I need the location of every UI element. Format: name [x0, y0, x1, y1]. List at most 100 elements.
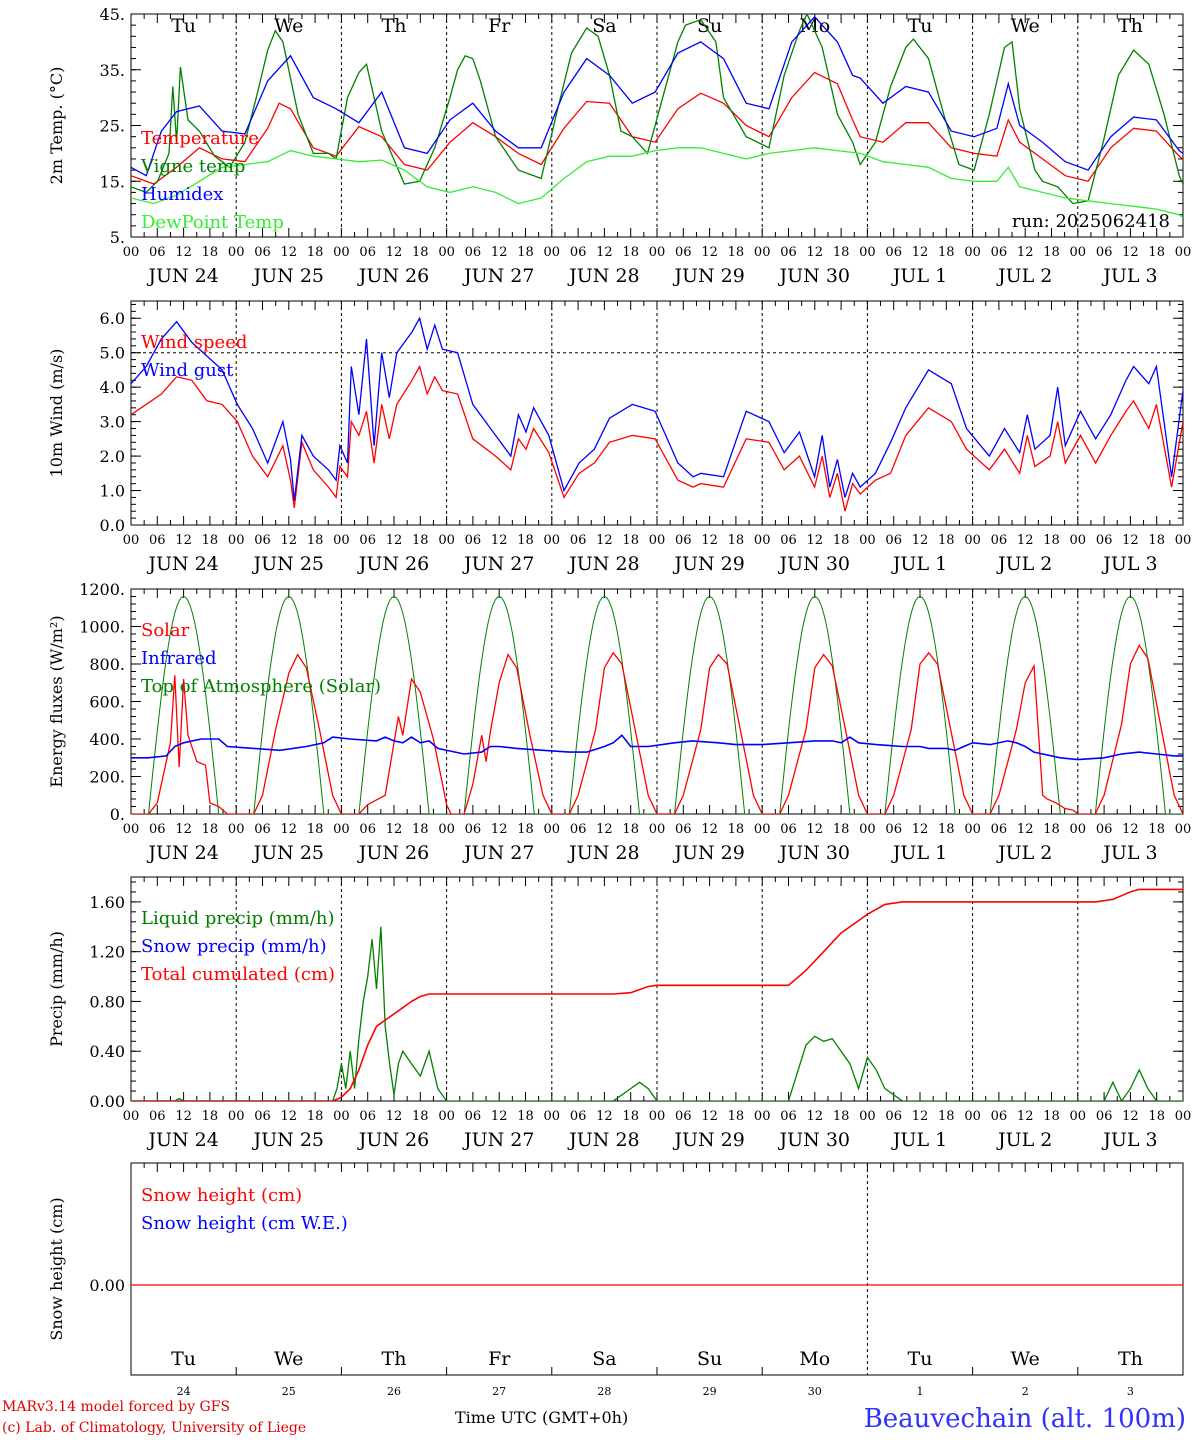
- hour-label: 06: [1096, 245, 1113, 260]
- date-label: JUN 28: [567, 1129, 639, 1151]
- panel-frame: [130, 588, 1184, 815]
- y-axis-label: 2m Temp. (°C): [47, 67, 66, 185]
- y-tick-label: 0.: [110, 805, 125, 824]
- hour-label: 18: [1043, 533, 1060, 548]
- station-label: Beauvechain (alt. 100m): [863, 1404, 1186, 1434]
- legend-entry: Vigne temp: [140, 156, 245, 177]
- date-label: JUN 24: [146, 265, 218, 287]
- weekday-label: Tu: [908, 15, 933, 37]
- hour-label: 06: [675, 533, 692, 548]
- panel-1: 5. 15. 25. 35. 45. 2m Temp. (°C) 00 06 12 18 00 06 1…: [47, 5, 1191, 287]
- hour-label: 06: [149, 822, 166, 837]
- hour-label: 06: [991, 245, 1008, 260]
- hour-label: 12: [807, 533, 824, 548]
- date-label: JUN 26: [357, 553, 429, 575]
- hour-label: 00: [438, 822, 455, 837]
- hour-label: 18: [833, 822, 850, 837]
- date-label: JUN 29: [672, 265, 744, 287]
- legend-entry: Temperature: [141, 128, 259, 149]
- weekday-label: Tu: [171, 1348, 196, 1370]
- date-label: JUN 28: [567, 553, 639, 575]
- date-label: JUL 2: [996, 842, 1052, 864]
- hour-label: 06: [570, 533, 587, 548]
- panel-4: 0.00 0.40 0.80 1.20 1.60 Precip (mm/h) 00 06 12 1…: [47, 876, 1191, 1151]
- hour-label: 06: [254, 245, 271, 260]
- y-tick-label: 45.: [100, 5, 125, 24]
- hour-label: 12: [912, 245, 929, 260]
- y-tick-label: 6.0: [100, 309, 125, 328]
- series-top-of-atmosphere: [131, 595, 1183, 814]
- hour-label: 06: [570, 822, 587, 837]
- hour-label: 12: [175, 1109, 192, 1124]
- date-label: JUN 26: [357, 1129, 429, 1151]
- hour-label: 00: [123, 245, 140, 260]
- hour-label: 18: [202, 245, 219, 260]
- weekday-label: We: [1011, 15, 1040, 37]
- weekday-label: Tu: [908, 1348, 933, 1370]
- y-tick-label: 1000.: [79, 618, 125, 637]
- y-tick-label: 400.: [89, 730, 125, 749]
- date-label: JUN 28: [567, 265, 639, 287]
- y-axis-label: Energy fluxes (W/m²): [47, 615, 66, 787]
- hour-label: 18: [622, 822, 639, 837]
- hour-label: 18: [622, 245, 639, 260]
- y-tick-label: 35.: [100, 61, 125, 80]
- hour-label: 00: [649, 533, 666, 548]
- y-tick-label: 5.: [110, 228, 125, 247]
- hour-label: 00: [438, 533, 455, 548]
- y-tick-label: 800.: [89, 655, 125, 674]
- legend-entry: Solar: [141, 620, 190, 641]
- hour-label: 18: [1043, 1109, 1060, 1124]
- hour-label: 12: [281, 533, 298, 548]
- hour-label: 18: [938, 1109, 955, 1124]
- legend-entry: Snow height (cm): [141, 1185, 302, 1206]
- hour-label: 00: [859, 1109, 876, 1124]
- weekday-label: Sa: [592, 15, 616, 37]
- hour-label: 06: [359, 245, 376, 260]
- hour-label: 18: [412, 822, 429, 837]
- hour-label: 12: [596, 533, 613, 548]
- hour-label: 12: [701, 245, 718, 260]
- hour-label: 12: [281, 245, 298, 260]
- weekday-label: Th: [1118, 15, 1143, 37]
- hour-label: 00: [964, 1109, 981, 1124]
- hour-label: 06: [149, 245, 166, 260]
- hour-label: 12: [1017, 822, 1034, 837]
- hour-label: 00: [1070, 533, 1087, 548]
- day-number-label: 30: [808, 1385, 822, 1398]
- day-number-label: 25: [282, 1385, 296, 1398]
- hour-label: 12: [175, 822, 192, 837]
- date-label: JUL 3: [1101, 1129, 1157, 1151]
- hour-label: 00: [964, 245, 981, 260]
- hour-label: 18: [622, 1109, 639, 1124]
- hour-label: 00: [649, 822, 666, 837]
- weekday-label: Mo: [799, 1348, 830, 1370]
- date-label: JUN 26: [357, 842, 429, 864]
- legend-entry: Wind speed: [141, 332, 247, 353]
- date-label: JUN 30: [778, 553, 850, 575]
- hour-label: 12: [281, 822, 298, 837]
- hour-label: 06: [570, 245, 587, 260]
- legend-entry: Humidex: [141, 184, 223, 205]
- day-number-label: 1: [917, 1385, 924, 1398]
- legend-entry: Wind gust: [141, 360, 234, 381]
- date-label: JUL 1: [891, 842, 947, 864]
- weekday-label: Th: [382, 1348, 407, 1370]
- hour-label: 00: [544, 1109, 561, 1124]
- hour-label: 18: [307, 822, 324, 837]
- hour-label: 00: [649, 245, 666, 260]
- hour-label: 12: [281, 1109, 298, 1124]
- y-tick-label: 1200.: [79, 580, 125, 599]
- hour-label: 12: [912, 1109, 929, 1124]
- hour-label: 00: [1175, 245, 1192, 260]
- hour-label: 12: [596, 1109, 613, 1124]
- hour-label: 00: [228, 1109, 245, 1124]
- legend-entry: Total cumulated (cm): [141, 964, 335, 985]
- date-label: JUL 1: [891, 265, 947, 287]
- y-tick-label: 3.0: [100, 413, 125, 432]
- hour-label: 06: [780, 1109, 797, 1124]
- date-label: JUN 27: [462, 265, 534, 287]
- hour-label: 00: [228, 533, 245, 548]
- hour-label: 06: [465, 533, 482, 548]
